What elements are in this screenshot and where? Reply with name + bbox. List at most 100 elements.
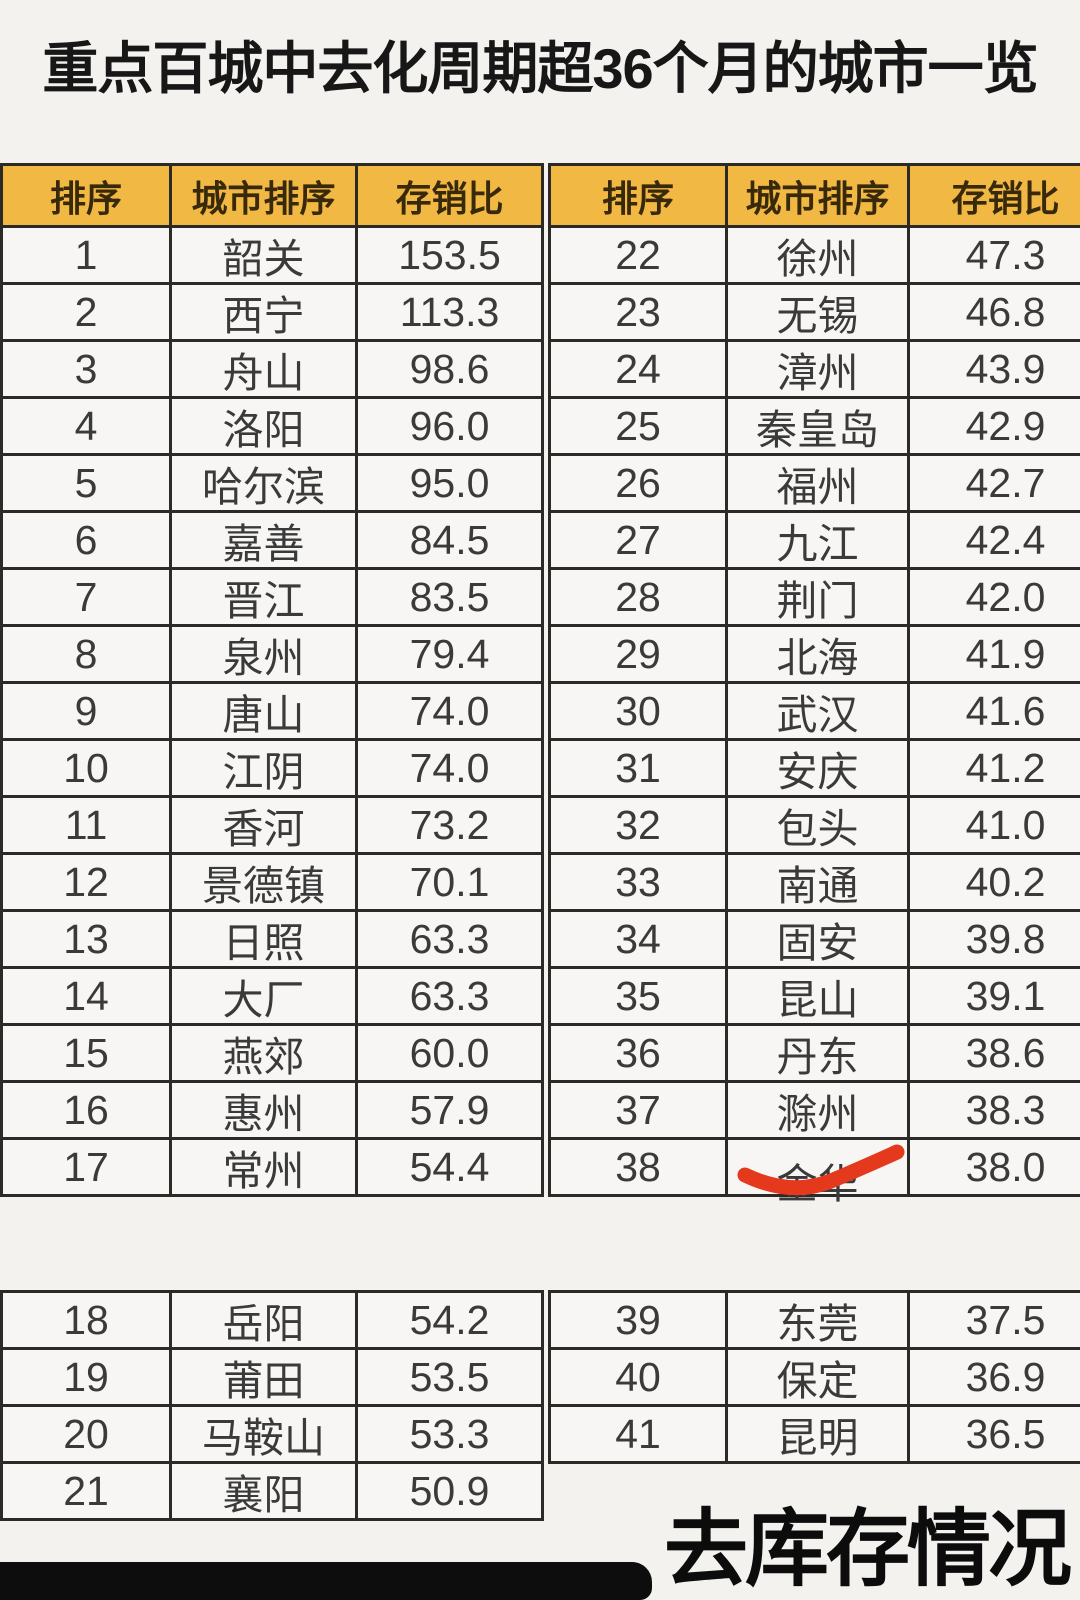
- ratio-cell: 53.5: [409, 1353, 490, 1400]
- ratio-cell: 50.9: [409, 1467, 490, 1514]
- rank-cell: 13: [3, 912, 172, 966]
- ratio-cell: 40.2: [965, 858, 1046, 905]
- city-cell: 韶关: [172, 228, 358, 282]
- rank-cell: 8: [3, 627, 172, 681]
- rank-cell: 3: [3, 342, 172, 396]
- table-row: 6 嘉善 84.5: [3, 510, 541, 567]
- ratio-cell: 36.9: [965, 1353, 1046, 1400]
- city-cell: 泉州: [172, 627, 358, 681]
- city-cell: 江阴: [172, 741, 358, 795]
- city-cell: 惠州: [172, 1083, 358, 1137]
- city-cell: 日照: [172, 912, 358, 966]
- table-row: 30 武汉 41.6: [551, 681, 1080, 738]
- rank-cell: 34: [551, 912, 728, 966]
- ratio-cell: 84.5: [409, 516, 490, 563]
- table-row: 5 哈尔滨 95.0: [3, 453, 541, 510]
- rank-cell: 38: [551, 1140, 728, 1194]
- city-cell: 嘉善: [172, 513, 358, 567]
- table-row: 41 昆明 36.5: [551, 1404, 1080, 1461]
- table-row: 14 大厂 63.3: [3, 966, 541, 1023]
- rank-cell: 25: [551, 399, 728, 453]
- ratio-cell: 42.4: [965, 516, 1046, 563]
- city-cell: 马鞍山: [172, 1407, 358, 1461]
- city-cell: 固安: [728, 912, 910, 966]
- ratio-cell: 74.0: [409, 687, 490, 734]
- table-row: 34 固安 39.8: [551, 909, 1080, 966]
- city-cell: 南通: [728, 855, 910, 909]
- table-row: 31 安庆 41.2: [551, 738, 1080, 795]
- city-cell: 金华: [728, 1140, 910, 1207]
- city-cell: 舟山: [172, 342, 358, 396]
- city-cell: 丹东: [728, 1026, 910, 1080]
- ratio-cell: 60.0: [409, 1029, 490, 1076]
- rank-cell: 33: [551, 855, 728, 909]
- table-row: 8 泉州 79.4: [3, 624, 541, 681]
- rank-cell: 4: [3, 399, 172, 453]
- city-cell: 西宁: [172, 285, 358, 339]
- table-row: 1 韶关 153.5: [3, 228, 541, 282]
- ratio-cell: 38.0: [965, 1143, 1046, 1190]
- rank-cell: 12: [3, 855, 172, 909]
- city-cell: 昆山: [728, 969, 910, 1023]
- header-city-cell: 城市排序: [172, 166, 358, 225]
- ratio-cell: 95.0: [409, 459, 490, 506]
- rank-cell: 16: [3, 1083, 172, 1137]
- rank-cell: 19: [3, 1350, 172, 1404]
- rank-cell: 41: [551, 1407, 728, 1461]
- table-upper-left: 排序 城市排序 存销比 1 韶关 153.5 2 西宁 113.3 3 舟山 98.6 4 洛阳 96.0 5…: [0, 163, 544, 1197]
- ratio-cell: 46.8: [965, 288, 1046, 335]
- ratio-cell: 37.5: [965, 1296, 1046, 1343]
- table-row: 26 福州 42.7: [551, 453, 1080, 510]
- table-row: 7 晋江 83.5: [3, 567, 541, 624]
- table-row: 39 东莞 37.5: [551, 1293, 1080, 1347]
- city-cell: 秦皇岛: [728, 399, 910, 453]
- city-cell: 景德镇: [172, 855, 358, 909]
- footer-black-bar: [0, 1562, 652, 1600]
- ratio-cell: 41.2: [965, 744, 1046, 791]
- city-cell: 哈尔滨: [172, 456, 358, 510]
- table-row: 25 秦皇岛 42.9: [551, 396, 1080, 453]
- city-cell: 岳阳: [172, 1293, 358, 1347]
- ratio-cell: 113.3: [399, 288, 500, 335]
- rank-cell: 10: [3, 741, 172, 795]
- city-cell: 唐山: [172, 684, 358, 738]
- ratio-cell: 79.4: [409, 630, 490, 677]
- table-row: 36 丹东 38.6: [551, 1023, 1080, 1080]
- rank-cell: 20: [3, 1407, 172, 1461]
- rank-cell: 22: [551, 228, 728, 282]
- rank-cell: 2: [3, 285, 172, 339]
- rank-cell: 17: [3, 1140, 172, 1194]
- table-row: 23 无锡 46.8: [551, 282, 1080, 339]
- rank-cell: 15: [3, 1026, 172, 1080]
- ratio-cell: 41.6: [965, 687, 1046, 734]
- table-row: 20 马鞍山 53.3: [3, 1404, 541, 1461]
- ratio-cell: 54.2: [409, 1296, 490, 1343]
- table-row: 13 日照 63.3: [3, 909, 541, 966]
- ratio-cell: 42.9: [965, 402, 1046, 449]
- table-row: 16 惠州 57.9: [3, 1080, 541, 1137]
- ratio-cell: 42.7: [965, 459, 1046, 506]
- header-rank-cell: 排序: [3, 166, 172, 225]
- rank-cell: 21: [3, 1464, 172, 1518]
- city-cell: 福州: [728, 456, 910, 510]
- table-row: 10 江阴 74.0: [3, 738, 541, 795]
- page-title: 重点百城中去化周期超36个月的城市一览: [42, 37, 1038, 100]
- table-row: 32 包头 41.0: [551, 795, 1080, 852]
- ratio-cell: 39.8: [965, 915, 1046, 962]
- header-rank-cell: 排序: [551, 166, 728, 225]
- city-cell: 九江: [728, 513, 910, 567]
- city-cell: 北海: [728, 627, 910, 681]
- table-row: 22 徐州 47.3: [551, 228, 1080, 282]
- city-cell: 晋江: [172, 570, 358, 624]
- rank-cell: 27: [551, 513, 728, 567]
- city-cell: 滁州: [728, 1083, 910, 1137]
- city-cell: 东莞: [728, 1293, 910, 1347]
- table-row: 28 荆门 42.0: [551, 567, 1080, 624]
- rank-cell: 7: [3, 570, 172, 624]
- table-row: 17 常州 54.4: [3, 1137, 541, 1194]
- ratio-cell: 41.9: [965, 630, 1046, 677]
- ratio-cell: 53.3: [409, 1410, 490, 1457]
- header-ratio-cell: 存销比: [951, 177, 1060, 219]
- rank-cell: 29: [551, 627, 728, 681]
